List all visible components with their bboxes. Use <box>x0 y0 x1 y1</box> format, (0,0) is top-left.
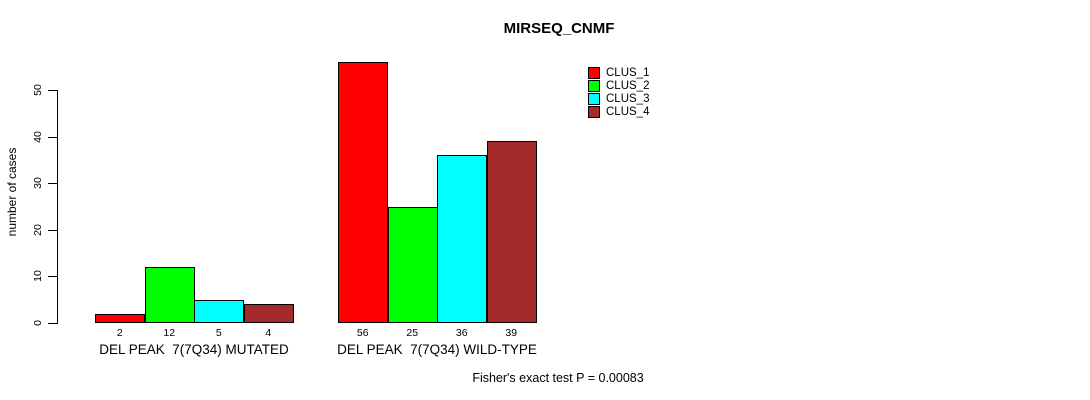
legend: CLUS_1 CLUS_2 CLUS_3 CLUS_4 <box>588 66 649 118</box>
bar-clus_4-group1 <box>243 304 294 323</box>
y-tick-mark <box>48 136 57 138</box>
bar-value-label: 39 <box>505 327 518 339</box>
y-tick-label: 0 <box>32 320 44 326</box>
x-category-label: DEL PEAK 7(7Q34) WILD-TYPE <box>337 342 537 357</box>
bar-clus_4-group2 <box>486 141 537 323</box>
legend-item-clus_2: CLUS_2 <box>588 79 649 92</box>
legend-item-clus_4: CLUS_4 <box>588 105 649 118</box>
bar-clus_2-group1 <box>144 267 195 323</box>
bar-clus_1-group1 <box>95 313 145 323</box>
bar-clus_2-group2 <box>387 206 438 323</box>
y-tick-label: 40 <box>32 130 44 143</box>
legend-swatch-clus_2 <box>588 79 600 92</box>
y-tick-mark <box>48 90 57 91</box>
bar-value-label: 2 <box>116 327 123 339</box>
legend-swatch-clus_3 <box>588 92 600 105</box>
y-tick-mark <box>48 323 57 324</box>
legend-label: CLUS_4 <box>606 105 650 118</box>
legend-item-clus_1: CLUS_1 <box>588 66 649 79</box>
legend-label: CLUS_1 <box>606 66 650 79</box>
y-axis-line <box>57 90 58 324</box>
y-tick-mark <box>48 276 57 278</box>
bar-value-label: 5 <box>215 327 222 339</box>
bar-value-label: 12 <box>163 327 176 339</box>
y-axis-label: number of cases <box>5 147 19 237</box>
y-tick-label: 30 <box>32 177 44 190</box>
legend-item-clus_3: CLUS_3 <box>588 92 649 105</box>
fisher-test-annotation: Fisher's exact test P = 0.00083 <box>472 371 644 385</box>
x-category-label: DEL PEAK 7(7Q34) MUTATED <box>99 342 289 357</box>
bar-clus_3-group2 <box>437 155 487 323</box>
chart-title: MIRSEQ_CNMF <box>503 20 615 37</box>
legend-swatch-clus_1 <box>588 66 600 79</box>
y-tick-mark <box>48 183 57 185</box>
bar-value-label: 56 <box>356 327 369 339</box>
y-tick-label: 50 <box>32 84 44 96</box>
bar-value-label: 36 <box>455 327 468 339</box>
y-tick-label: 20 <box>32 223 44 236</box>
bar-clus_3-group1 <box>194 299 244 323</box>
y-tick-label: 10 <box>32 270 44 283</box>
legend-label: CLUS_3 <box>606 92 650 105</box>
bar-value-label: 25 <box>406 327 419 339</box>
bar-value-label: 4 <box>265 327 272 339</box>
legend-label: CLUS_2 <box>606 79 650 92</box>
y-tick-mark <box>48 229 57 231</box>
bar-clus_1-group2 <box>338 62 388 323</box>
legend-swatch-clus_4 <box>588 105 600 118</box>
